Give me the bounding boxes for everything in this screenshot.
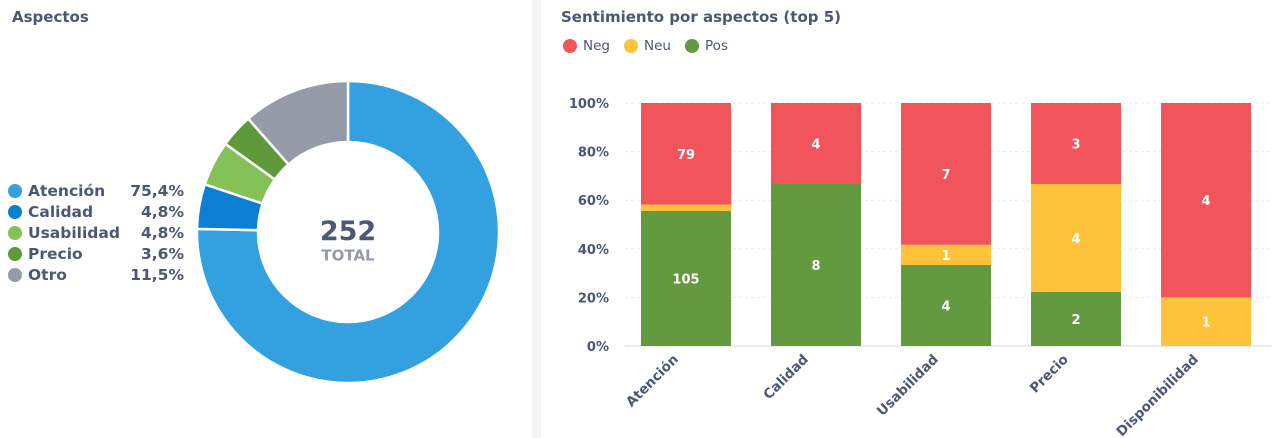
y-tick-label: 20% <box>578 291 609 306</box>
x-category-label: Calidad <box>760 352 811 403</box>
legend-dot <box>8 246 22 261</box>
bar-segment-neg-disponibilidad[interactable] <box>1161 103 1251 298</box>
legend-item-calidad[interactable]: Calidad 4,8% <box>8 201 184 222</box>
legend-dot <box>8 225 22 240</box>
aspectos-panel: Aspectos Atención 75,4% Calidad 4,8% Usabili… <box>0 0 532 438</box>
bar-segment-pos-precio[interactable] <box>1031 292 1121 346</box>
legend-item-precio[interactable]: Precio 3,6% <box>8 243 184 264</box>
legend-percent: 11,5% <box>130 265 184 284</box>
y-tick-label: 100% <box>569 97 609 112</box>
legend-percent: 75,4% <box>130 181 184 200</box>
bar-segment-neu-atencion[interactable] <box>641 204 731 211</box>
bar-legend-label: Pos <box>704 38 728 54</box>
x-category-label: Disponibilidad <box>1113 352 1201 438</box>
legend-percent: 4,8% <box>141 223 184 242</box>
x-category-label: Precio <box>1027 352 1072 397</box>
bar-value-label: 3 <box>1071 138 1080 153</box>
x-category-label: Usabilidad <box>874 352 942 420</box>
bar-legend-item-neu[interactable]: Neu <box>623 38 671 54</box>
bar-segment-neg-calidad[interactable] <box>771 103 861 184</box>
legend-percent: 4,8% <box>141 202 184 221</box>
legend-dot <box>684 39 699 53</box>
y-tick-label: 60% <box>578 194 609 209</box>
legend-dot <box>623 39 638 53</box>
legend-dot <box>563 39 577 53</box>
bar-segment-neu-precio[interactable] <box>1031 184 1121 292</box>
bar-value-label: 2 <box>1071 313 1080 328</box>
legend-label: Calidad <box>28 202 94 221</box>
y-tick-label: 40% <box>578 243 609 258</box>
legend-dot <box>8 183 22 198</box>
legend-item-atencion[interactable]: Atención 75,4% <box>8 180 184 201</box>
bar-segment-pos-atencion[interactable] <box>641 211 731 346</box>
bar-legend-label: Neu <box>643 38 671 54</box>
legend-label: Atención <box>28 181 106 200</box>
bar-value-label: 79 <box>677 148 695 163</box>
donut-slice-atencion[interactable] <box>195 79 501 385</box>
legend-dot <box>8 267 22 282</box>
legend-percent: 3,6% <box>141 244 184 263</box>
panel-divider <box>532 0 541 438</box>
bar-legend: Neg Neu Pos <box>563 38 742 54</box>
legend-label: Usabilidad <box>28 223 120 242</box>
panel-title-sentimiento: Sentimiento por aspectos (top 5) <box>561 8 842 26</box>
donut-total-label: TOTAL <box>321 247 375 265</box>
legend-label: Precio <box>28 244 83 263</box>
stacked-bar-chart: 0% 20% 40% 60% 80% 100% 105 79 8 4 4 1 7 2 4 3 1 4 Atenc… <box>569 97 1271 438</box>
donut-chart: 252 TOTAL <box>195 79 501 385</box>
legend-item-otro[interactable]: Otro 11,5% <box>8 264 184 285</box>
bar-value-label: 105 <box>672 273 699 288</box>
bar-legend-label: Neg <box>583 38 610 54</box>
bar-value-label: 1 <box>941 249 950 264</box>
x-category-label: Atención <box>623 352 682 411</box>
bar-segment-neg-precio[interactable] <box>1031 103 1121 184</box>
bar-value-label: 4 <box>941 300 950 315</box>
bar-segment-neg-usabilidad[interactable] <box>901 103 991 245</box>
legend-item-usabilidad[interactable]: Usabilidad 4,8% <box>8 222 184 243</box>
bar-value-label: 1 <box>1201 316 1210 331</box>
legend-label: Otro <box>28 265 67 284</box>
bar-legend-item-pos[interactable]: Pos <box>684 38 728 54</box>
bar-segment-neg-atencion[interactable] <box>641 103 731 205</box>
y-tick-label: 80% <box>578 146 609 161</box>
bar-segment-pos-calidad[interactable] <box>771 184 861 346</box>
sentimiento-panel: Sentimiento por aspectos (top 5) Neg Neu P… <box>541 0 1279 438</box>
donut-legend: Atención 75,4% Calidad 4,8% Usabilidad 4,8% Pr… <box>8 180 184 285</box>
bar-value-label: 7 <box>941 168 950 183</box>
y-tick-label: 0% <box>587 340 609 355</box>
bar-value-label: 8 <box>811 259 820 274</box>
bar-segment-neu-usabilidad[interactable] <box>901 244 991 265</box>
bar-value-label: 4 <box>811 138 820 153</box>
donut-slice-otro[interactable] <box>246 79 350 167</box>
legend-dot <box>8 204 22 219</box>
panel-title-aspectos: Aspectos <box>12 8 89 26</box>
bar-value-label: 4 <box>1201 194 1210 209</box>
bar-segment-pos-usabilidad[interactable] <box>901 265 991 346</box>
bar-legend-item-neg[interactable]: Neg <box>563 38 610 54</box>
donut-total-value: 252 <box>320 216 376 247</box>
bar-value-label: 4 <box>1071 232 1080 247</box>
bar-segment-neu-disponibilidad[interactable] <box>1161 297 1251 346</box>
